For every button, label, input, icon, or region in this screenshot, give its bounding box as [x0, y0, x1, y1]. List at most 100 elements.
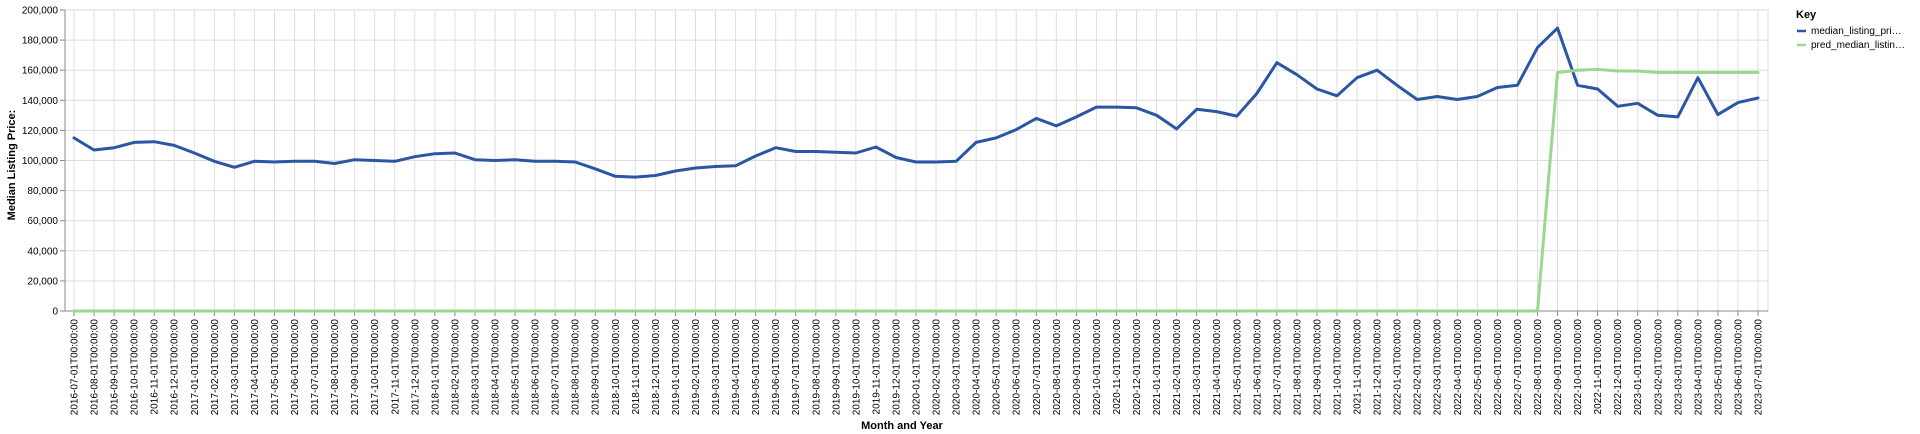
- x-tick-label: 2017-09-01T00:00:00: [350, 319, 361, 416]
- series-line-1: [72, 26, 1760, 179]
- x-tick-label: 2019-04-01T00:00:00: [731, 319, 742, 416]
- x-tick-label: 2016-10-01T00:00:00: [130, 319, 141, 416]
- x-tick-label: 2018-07-01T00:00:00: [551, 319, 562, 416]
- x-tick-label: 2021-09-01T00:00:00: [1312, 319, 1323, 416]
- x-tick-label: 2019-03-01T00:00:00: [711, 319, 722, 416]
- x-tick-label: 2018-11-01T00:00:00: [631, 319, 642, 415]
- x-tick-label: 2020-07-01T00:00:00: [1032, 319, 1043, 416]
- x-tick-label: 2020-05-01T00:00:00: [992, 319, 1003, 416]
- x-tick-label: 2020-11-01T00:00:00: [1112, 319, 1123, 415]
- x-tick-label: 2017-07-01T00:00:00: [310, 319, 321, 416]
- y-tick-label: 80,000: [27, 186, 58, 197]
- y-tick-label: 160,000: [22, 66, 59, 77]
- x-tick-label: 2017-11-01T00:00:00: [390, 319, 401, 415]
- x-tick-label: 2020-02-01T00:00:00: [932, 319, 943, 416]
- x-tick-label: 2021-01-01T00:00:00: [1152, 319, 1163, 416]
- x-tick-label: 2021-02-01T00:00:00: [1172, 319, 1183, 416]
- x-tick-label: 2023-07-01T00:00:00: [1754, 319, 1765, 416]
- x-tick-label: 2020-12-01T00:00:00: [1132, 319, 1143, 416]
- x-tick-label: 2020-06-01T00:00:00: [1012, 319, 1023, 416]
- x-tick-label: 2022-01-01T00:00:00: [1393, 319, 1404, 416]
- y-axis-title: Median Listing Price:: [6, 110, 18, 221]
- axes: 0 20,000 40,000 60,000 80,000 100,000 120,000 1…: [22, 6, 1768, 416]
- x-tick-label: 2017-10-01T00:00:00: [370, 319, 381, 416]
- x-tick-label: 2018-08-01T00:00:00: [571, 319, 582, 416]
- x-tick-label: 2020-10-01T00:00:00: [1092, 319, 1103, 416]
- x-tick-label: 2021-11-01T00:00:00: [1353, 319, 1364, 415]
- x-tick-label: 2021-04-01T00:00:00: [1212, 319, 1223, 416]
- x-tick-label: 2017-04-01T00:00:00: [250, 319, 261, 416]
- x-tick-label: 2019-09-01T00:00:00: [831, 319, 842, 416]
- y-tick-label: 120,000: [22, 126, 59, 137]
- x-tick-label: 2016-12-01T00:00:00: [170, 319, 181, 416]
- x-tick-label: 2016-11-01T00:00:00: [150, 319, 161, 415]
- x-tick-label: 2023-04-01T00:00:00: [1693, 319, 1704, 416]
- x-tick-label: 2016-08-01T00:00:00: [90, 319, 101, 416]
- x-tick-label: 2022-07-01T00:00:00: [1513, 319, 1524, 416]
- x-tick-label: 2021-10-01T00:00:00: [1333, 319, 1344, 416]
- x-axis-title: Month and Year: [861, 420, 943, 432]
- x-tick-label: 2020-03-01T00:00:00: [952, 319, 963, 416]
- x-tick-label: 2023-06-01T00:00:00: [1733, 319, 1744, 416]
- x-tick-label: 2018-06-01T00:00:00: [531, 319, 542, 416]
- x-tick-label: 2018-02-01T00:00:00: [450, 319, 461, 416]
- legend-entry-label: median_listing_pri…: [1811, 26, 1902, 37]
- series-line-2: [72, 67, 1760, 313]
- x-tick-label: 2019-11-01T00:00:00: [871, 319, 882, 415]
- x-tick-label: 2019-12-01T00:00:00: [891, 319, 902, 416]
- x-tick-label: 2018-05-01T00:00:00: [511, 319, 522, 416]
- x-tick-label: 2016-07-01T00:00:00: [70, 319, 81, 416]
- series-lines: [72, 26, 1760, 313]
- y-tick-label: 20,000: [27, 276, 58, 287]
- y-tick-label: 0: [52, 307, 58, 318]
- x-tick-label: 2022-03-01T00:00:00: [1433, 319, 1444, 416]
- legend: Key median_listing_pri… pred_median_listi…: [1796, 9, 1905, 51]
- y-tick-label: 200,000: [22, 6, 59, 17]
- x-tick-label: 2022-02-01T00:00:00: [1413, 319, 1424, 416]
- y-tick-label: 100,000: [22, 156, 59, 167]
- x-tick-label: 2020-01-01T00:00:00: [912, 319, 923, 416]
- x-tick-label: 2022-12-01T00:00:00: [1613, 319, 1624, 416]
- x-tick-label: 2022-04-01T00:00:00: [1453, 319, 1464, 416]
- x-tick-label: 2016-09-01T00:00:00: [110, 319, 121, 416]
- x-tick-label: 2022-10-01T00:00:00: [1573, 319, 1584, 416]
- x-tick-label: 2019-02-01T00:00:00: [691, 319, 702, 416]
- x-tick-label: 2019-07-01T00:00:00: [791, 319, 802, 416]
- y-tick-label: 60,000: [27, 216, 58, 227]
- x-tick-label: 2021-12-01T00:00:00: [1373, 319, 1384, 416]
- x-tick-label: 2023-05-01T00:00:00: [1713, 319, 1724, 416]
- x-tick-label: 2021-06-01T00:00:00: [1252, 319, 1263, 416]
- y-tick-label: 140,000: [22, 96, 59, 107]
- x-tick-label: 2017-03-01T00:00:00: [230, 319, 241, 416]
- x-tick-label: 2018-09-01T00:00:00: [591, 319, 602, 416]
- x-tick-label: 2017-08-01T00:00:00: [330, 319, 341, 416]
- x-tick-label: 2022-05-01T00:00:00: [1473, 319, 1484, 416]
- x-tick-label: 2021-05-01T00:00:00: [1232, 319, 1243, 416]
- x-tick-label: 2019-06-01T00:00:00: [771, 319, 782, 416]
- y-tick-label: 40,000: [27, 246, 58, 257]
- x-tick-label: 2023-02-01T00:00:00: [1653, 319, 1664, 416]
- x-tick-label: 2017-05-01T00:00:00: [270, 319, 281, 416]
- x-tick-label: 2021-07-01T00:00:00: [1272, 319, 1283, 416]
- x-tick-label: 2019-08-01T00:00:00: [811, 319, 822, 416]
- x-tick-label: 2022-11-01T00:00:00: [1593, 319, 1604, 415]
- x-tick-label: 2017-02-01T00:00:00: [210, 319, 221, 416]
- x-tick-label: 2023-03-01T00:00:00: [1673, 319, 1684, 416]
- x-tick-label: 2019-01-01T00:00:00: [671, 319, 682, 416]
- x-tick-label: 2019-10-01T00:00:00: [851, 319, 862, 416]
- legend-title: Key: [1796, 9, 1817, 21]
- x-tick-label: 2018-12-01T00:00:00: [651, 319, 662, 416]
- x-tick-label: 2018-04-01T00:00:00: [491, 319, 502, 416]
- x-tick-label: 2021-08-01T00:00:00: [1292, 319, 1303, 416]
- x-tick-label: 2022-09-01T00:00:00: [1553, 319, 1564, 416]
- x-tick-label: 2020-04-01T00:00:00: [972, 319, 983, 416]
- legend-entry-label: pred_median_listin…: [1811, 40, 1905, 51]
- x-tick-label: 2018-01-01T00:00:00: [430, 319, 441, 416]
- x-tick-label: 2018-03-01T00:00:00: [470, 319, 481, 416]
- x-tick-label: 2020-09-01T00:00:00: [1072, 319, 1083, 416]
- x-tick-label: 2017-12-01T00:00:00: [410, 319, 421, 416]
- x-tick-label: 2020-08-01T00:00:00: [1052, 319, 1063, 416]
- x-tick-label: 2021-03-01T00:00:00: [1192, 319, 1203, 416]
